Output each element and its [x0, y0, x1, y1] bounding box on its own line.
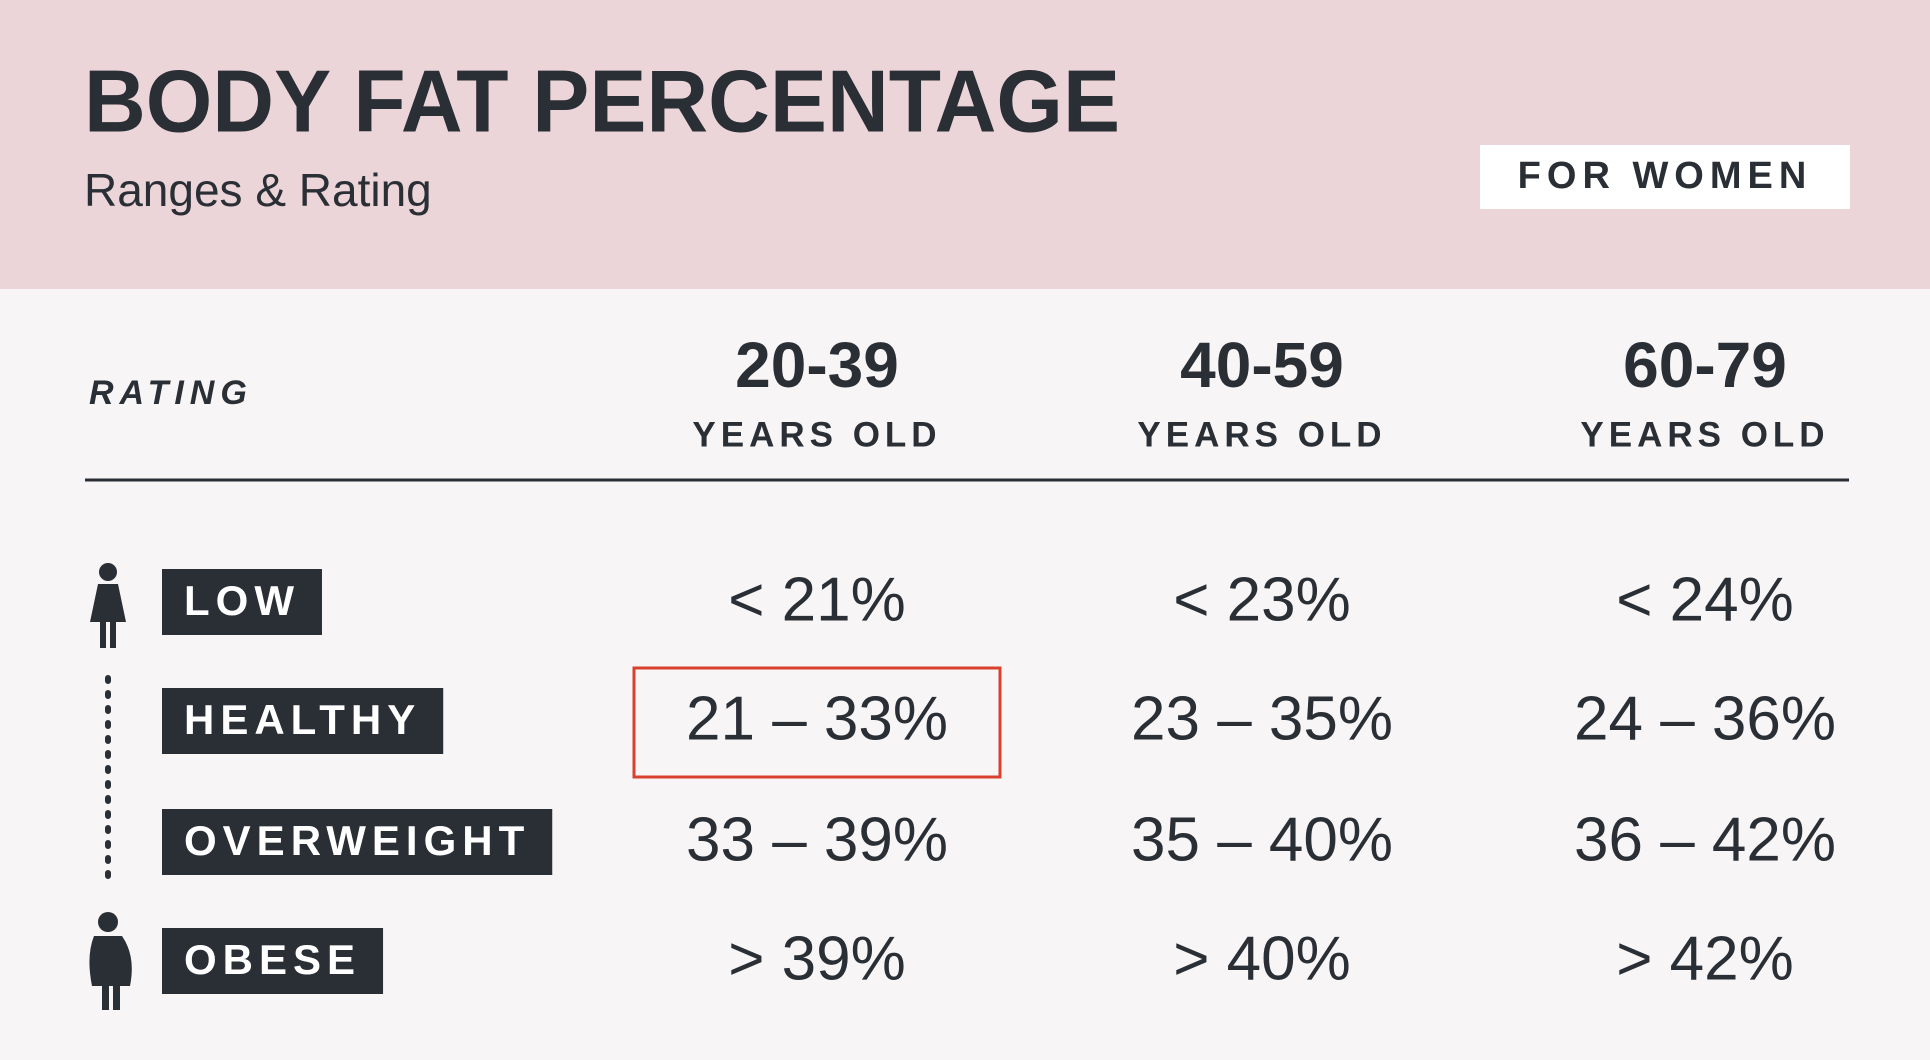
subtitle: Ranges & Rating: [84, 164, 432, 216]
rating-tag: [162, 569, 322, 635]
badge: FOR WOMEN: [1518, 155, 1813, 197]
age-label: YEARS OLD: [1580, 415, 1829, 454]
range-value: 36 – 42%: [1574, 805, 1836, 874]
range-value: 23 – 35%: [1131, 684, 1393, 753]
rating-tag: [162, 688, 444, 754]
rating-name: OBESE: [184, 936, 361, 983]
range-value: > 40%: [1173, 924, 1351, 993]
rating-label: RATING: [89, 374, 253, 412]
range-value: < 23%: [1173, 565, 1351, 634]
title: BODY FAT PERCENTAGE: [84, 51, 1120, 150]
icon-slim: [90, 563, 126, 648]
rating-name: LOW: [184, 577, 300, 624]
range-value: 24 – 36%: [1574, 684, 1836, 753]
range-value: 35 – 40%: [1131, 805, 1393, 874]
age-label: YEARS OLD: [1137, 415, 1386, 454]
age-range: 40-59: [1180, 329, 1344, 401]
rating-name: OVERWEIGHT: [184, 817, 530, 864]
highlight-box: [632, 666, 1002, 779]
age-range: 60-79: [1623, 329, 1787, 401]
range-value: 33 – 39%: [686, 805, 948, 874]
range-value: < 24%: [1616, 565, 1794, 634]
age-label: YEARS OLD: [692, 415, 941, 454]
range-value: < 21%: [728, 565, 906, 634]
rating-tag: [162, 928, 384, 994]
range-value: 21 – 33%: [686, 684, 948, 753]
age-range: 20-39: [735, 329, 899, 401]
header-band: [0, 0, 1930, 289]
rating-tag: [162, 809, 553, 875]
icon-heavy: [89, 912, 132, 1010]
range-value: > 42%: [1616, 924, 1794, 993]
rating-name: HEALTHY: [184, 696, 421, 743]
range-value: > 39%: [728, 924, 906, 993]
badge-box: [1480, 145, 1850, 209]
